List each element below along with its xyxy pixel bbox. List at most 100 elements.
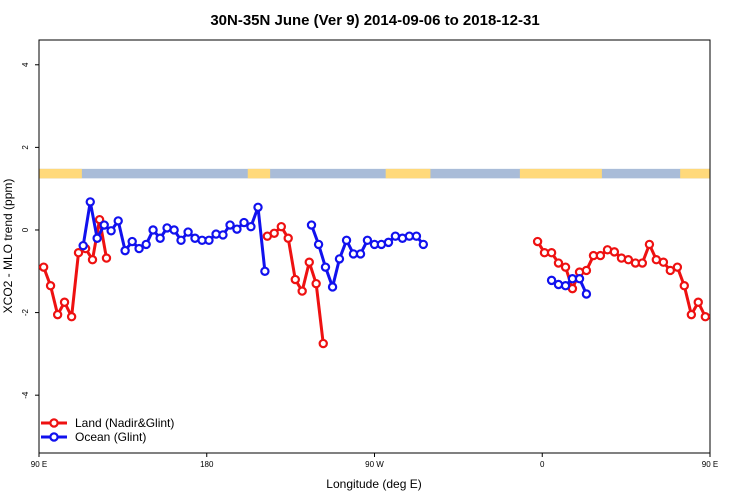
y-tick-label-4: 4 (21, 62, 30, 67)
series-0-point-2-7 (581, 265, 592, 276)
series-0-point-0-4 (66, 312, 77, 322)
series-0-point-1-2 (276, 221, 287, 232)
series-1-point-1-7 (355, 249, 366, 259)
series-1-point-0-11 (155, 233, 165, 243)
legend-label-1: Ocean (Glint) (75, 430, 146, 444)
series-1-point-0-14 (176, 235, 186, 246)
series-0-point-2-9 (595, 250, 606, 261)
series-1-point-0-15 (183, 227, 193, 237)
series-0-point-2-22 (686, 309, 697, 320)
series-1-point-1-0 (306, 220, 317, 230)
series-0-point-1-3 (283, 233, 293, 243)
land-ocean-band (39, 168, 710, 179)
series-1-point-0-7 (127, 236, 137, 247)
series-1-point-0-10 (148, 225, 158, 235)
series-0-point-2-15 (637, 258, 648, 268)
series-0-point-0-3 (59, 297, 70, 307)
series-1-point-1-3 (327, 282, 338, 292)
band-land-2 (385, 168, 431, 179)
legend-label-0: Land (Nadir&Glint) (75, 416, 174, 430)
series-0-point-2-16 (644, 239, 655, 250)
x-tick-label-4: 90 E (702, 460, 718, 469)
series-0-point-2-2 (546, 247, 557, 258)
series-1-point-1-8 (362, 235, 373, 246)
series-0-point-0-5 (73, 247, 84, 258)
chart-title: 30N-35N June (Ver 9) 2014-09-06 to 2018-… (210, 12, 539, 29)
series-0-point-1-8 (318, 338, 328, 349)
series-1-point-1-11 (383, 237, 394, 248)
series-0-point-0-2 (52, 309, 63, 320)
series-1-point-0-8 (134, 243, 144, 254)
y-tick-label-2: 0 (21, 227, 30, 232)
series-1-line-0 (81, 200, 267, 272)
series-1-point-2-2 (560, 281, 571, 291)
x-tick-label-1: 180 (200, 460, 214, 469)
series-1-point-1-5 (341, 235, 352, 246)
series-0-line-2 (536, 240, 707, 318)
series-1-point-2-5 (581, 289, 592, 299)
series-0-point-0-0 (38, 262, 49, 272)
y-tick-label-0: -4 (21, 391, 30, 399)
x-tick-label-2: 90 W (365, 460, 384, 469)
y-axis-ticks: -4 -2 0 2 4 (21, 62, 39, 399)
y-tick-label-1: -2 (21, 308, 30, 316)
y-tick-label-3: 2 (21, 145, 30, 150)
band-land-1 (247, 168, 271, 179)
x-tick-label-3: 0 (540, 460, 545, 469)
series-0-point-2-3 (553, 258, 564, 268)
series-0-point-1-7 (311, 278, 321, 289)
series-1-point-0-25 (253, 202, 263, 212)
band-land-4 (680, 168, 710, 179)
series-1-point-1-4 (334, 254, 345, 264)
series-0-point-1-5 (297, 286, 307, 296)
series-1-point-0-2 (92, 233, 102, 243)
series-1-point-0-26 (260, 266, 270, 276)
x-tick-label-0: 90 E (31, 460, 47, 469)
series-0-point-2-0 (532, 236, 543, 247)
series-0-point-2-20 (672, 262, 683, 272)
series-0-point-2-19 (665, 265, 675, 276)
series-0-point-2-18 (658, 257, 669, 267)
series-0-point-0-7 (87, 255, 98, 265)
series-1-point-0-20 (218, 230, 228, 240)
series-0-point-1-1 (269, 228, 279, 238)
series-0-point-2-11 (609, 247, 620, 257)
series-1-point-1-2 (320, 262, 331, 272)
series-0-point-1-4 (290, 274, 300, 285)
series-1-point-1-1 (313, 239, 324, 250)
series-1-point-2-0 (546, 275, 557, 286)
series-0-point-2-13 (623, 255, 634, 265)
series-1-point-0-5 (113, 216, 123, 226)
series-1-point-0-6 (120, 245, 130, 256)
x-axis-ticks: 90 E 180 90 W 0 90 E (31, 453, 718, 469)
y-axis-label: XCO2 - MLO trend (ppm) (1, 179, 15, 314)
series-0-point-2-21 (679, 281, 689, 291)
series-0-point-2-24 (700, 312, 711, 322)
series-1-point-0-9 (141, 239, 151, 250)
band-ocean (39, 168, 710, 179)
series-0-point-2-23 (693, 297, 703, 307)
series-1-point-1-15 (411, 231, 422, 241)
series-0-point-1-6 (304, 257, 314, 267)
series-0 (38, 214, 711, 349)
series-1-point-2-1 (553, 279, 564, 290)
series-1-point-0-3 (99, 220, 109, 230)
series-0-point-2-4 (560, 262, 571, 272)
legend-marker-0 (49, 418, 59, 428)
series-1-point-0-0 (78, 240, 88, 251)
series-1-point-0-4 (106, 226, 116, 236)
series-1-point-0-21 (225, 220, 235, 230)
series-1-point-0-1 (85, 197, 95, 207)
series-0-point-0-1 (45, 281, 56, 291)
series-1-point-0-23 (239, 217, 249, 228)
series-1-point-2-4 (574, 274, 585, 284)
series-0-point-0-9 (101, 253, 112, 263)
legend: Land (Nadir&Glint)Ocean (Glint) (41, 416, 174, 444)
series-1-point-0-24 (246, 221, 256, 232)
series-1 (78, 197, 592, 299)
series-1-point-0-22 (232, 224, 242, 234)
series-1-point-1-16 (418, 239, 429, 250)
series-layer (38, 197, 711, 349)
band-land-0 (39, 168, 82, 179)
